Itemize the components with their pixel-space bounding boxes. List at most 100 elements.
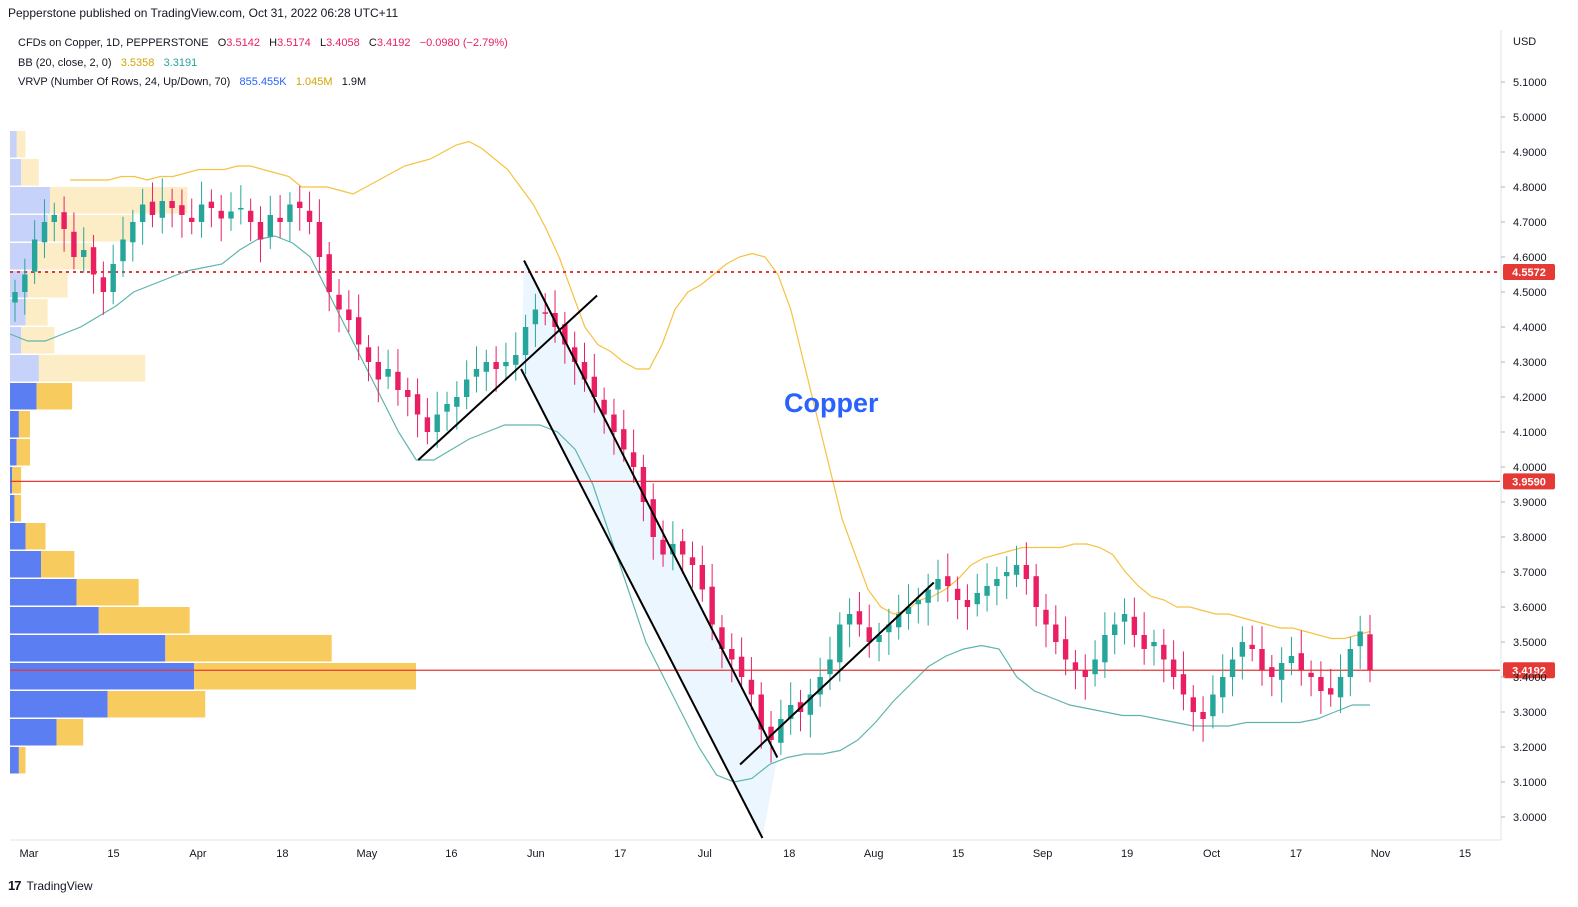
candle-body [71,231,77,257]
candle-body [621,429,627,450]
time-tick-label: Oct [1203,848,1220,860]
candle-body [630,452,637,467]
channel-fill [521,260,778,838]
bb-label[interactable]: BB (20, close, 2, 0) [18,56,112,69]
candle-body [1062,639,1069,660]
candle-body [247,210,254,222]
price-tick-label: 4.2000 [1513,392,1547,404]
candle-body [1220,677,1226,698]
candle-body [748,679,755,695]
candle-body [846,614,853,625]
volume-profile-down-bar [107,691,206,718]
volume-profile-down-bar [27,271,68,298]
candle-body [905,607,912,614]
candle-body [414,394,421,415]
time-axis[interactable]: Mar 15 Apr 18 May 16 Jun 17 Jul 18 Aug 15 Sep 19 Oct 17… [20,848,1472,860]
candle-body [257,222,264,240]
candle-body [130,222,136,243]
price-level-tag [1503,473,1555,490]
time-tick-label: 15 [952,848,964,860]
tradingview-footer[interactable]: 17 TradingView [8,878,93,893]
chart-grid [10,30,1502,841]
candle-body [611,414,617,432]
candle-body [866,627,872,642]
candle-body [81,250,87,257]
candle-body [365,347,372,362]
close-label: C [368,37,377,49]
candle-body [22,274,28,292]
close-value: 3.4192 [376,37,411,49]
candle-body [984,586,990,596]
candle-body [689,557,696,565]
candle-body [670,544,676,555]
candle-body [640,467,647,502]
candle-body [935,579,941,590]
time-tick-label: 16 [445,848,457,860]
symbol-name[interactable]: CFDs on Copper, 1D, PEPPERSTONE [18,37,209,49]
price-tick-label: 3.8000 [1513,532,1547,544]
candle-body [61,212,67,229]
volume-profile-down-bar [16,131,26,158]
candle-body [1318,677,1324,691]
volume-profile-up-bar [10,187,50,214]
volume-profile-down-bar [56,719,84,746]
candle-body [336,294,342,310]
trendline [523,260,779,758]
price-level-tag [1503,662,1555,679]
time-tick-label: Jun [527,848,545,860]
candle-body [503,362,509,367]
candle-body [1013,565,1020,575]
candle-body [1151,642,1157,647]
volume-profile-up-bar [10,383,37,410]
candle-body [522,327,529,355]
candle-body [1131,616,1138,635]
candle-body [964,600,971,607]
price-axis[interactable]: 5.1000 5.0000 4.9000 4.8000 4.7000 4.6000 4.50… [1501,77,1547,824]
candle-body [1328,688,1334,695]
candle-body [1170,659,1177,677]
candle-body [719,627,725,649]
volume-profile-up-bar [10,355,39,382]
volume-profile-down-bar [98,607,190,634]
candle-body [189,217,195,222]
price-tick-label: 3.7000 [1513,567,1547,579]
price-tick-label: 3.9000 [1513,497,1547,509]
candle-body [463,379,470,397]
candle-body [1072,662,1079,670]
candle-body [954,588,961,600]
volume-profile-up-bar [10,159,22,186]
copper-annotation: Copper [784,388,879,418]
time-tick-label: 18 [276,848,288,860]
candle-body [1298,653,1304,670]
candle-body [41,222,48,243]
legend-symbol-row: CFDs on Copper, 1D, PEPPERSTONE O3.5142 … [18,34,508,54]
vrvp-label[interactable]: VRVP (Number Of Rows, 24, Up/Down, 70) [18,76,231,88]
candle-body [424,417,431,432]
price-tick-label: 4.0000 [1513,462,1547,474]
high-label: H [269,37,278,49]
candle-body [454,397,460,407]
candle-body [316,222,323,257]
candle-body [1229,659,1236,677]
bb-lower-value: 3.3191 [163,56,198,69]
channel-shading [521,260,778,838]
candle-body [876,635,882,642]
candle-body [159,201,165,218]
time-tick-label: Nov [1371,848,1391,860]
volume-profile-down-bar [194,663,416,690]
candle-body [1180,674,1187,695]
candle-body [827,659,833,675]
candle-body [571,347,578,362]
time-tick-label: 15 [107,848,119,860]
price-tick-label: 4.7000 [1513,217,1547,229]
candle-body [679,541,686,555]
candle-body [1239,642,1246,657]
candle-body [355,317,362,345]
volume-profile-up-bar [10,215,48,242]
price-level-label: 3.4192 [1512,665,1546,677]
open-value: 3.5142 [226,37,260,49]
candle-body [306,210,313,222]
candle-body [493,362,499,369]
legend-bb-row: BB (20, close, 2, 0) 3.5358 3.3191 [18,54,508,74]
